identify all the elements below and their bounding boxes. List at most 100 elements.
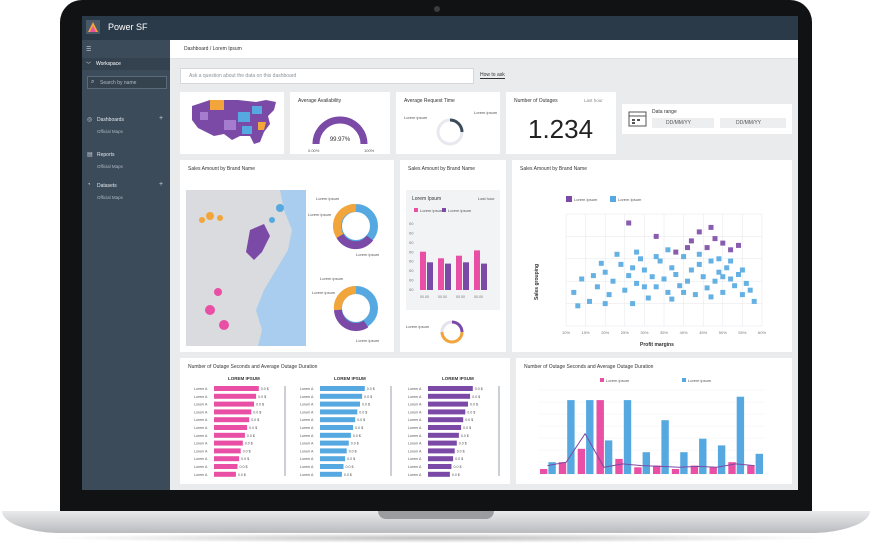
svg-text:Lorem ipsum: Lorem ipsum <box>448 208 472 213</box>
svg-text:Lorem ipsum: Lorem ipsum <box>688 378 712 383</box>
hbar <box>214 471 236 477</box>
y-tick: 00 <box>409 221 414 226</box>
hbar <box>428 471 450 477</box>
request-time-tile[interactable]: Average Request Time Lorem ipsum Lorem i… <box>396 92 500 154</box>
scatter-point <box>641 267 647 273</box>
row-label: Lorem A <box>408 442 422 446</box>
hbar <box>428 425 462 430</box>
svg-text:Profit margins: Profit margins <box>640 342 674 348</box>
us-map-tile[interactable] <box>180 92 284 154</box>
sidebar-subitem[interactable]: Official Maps <box>97 129 123 134</box>
combo-bar <box>577 448 586 474</box>
scatter-point <box>622 287 628 293</box>
qa-input[interactable]: Ask a question about the data on this da… <box>180 68 474 84</box>
date-from-field[interactable]: DD/MM/YY <box>652 118 714 128</box>
scatter-point <box>712 278 718 284</box>
app-logo-icon <box>86 20 100 34</box>
value-label: 0.0 $ <box>457 449 465 453</box>
row-label: Lorem A <box>194 426 208 430</box>
x-tick: 55% <box>738 330 746 335</box>
date-range-label: Data range <box>652 109 677 115</box>
value-label: 0.0 $ <box>452 473 460 477</box>
combo-bar <box>690 465 699 474</box>
calendar-icon <box>628 111 647 127</box>
scatter-point <box>598 260 604 266</box>
date-to-field[interactable]: DD/MM/YY <box>720 118 786 128</box>
hbar <box>320 425 354 430</box>
x-tick: 50% <box>719 330 727 335</box>
row-label: Lorem A <box>300 473 314 477</box>
scrollbar <box>498 386 500 476</box>
value-label: 0.0 $ <box>256 403 264 407</box>
combo-bar <box>728 462 736 474</box>
sales-bars-card[interactable]: Sales Amount by Brand Name Lorem Ipsum L… <box>400 160 506 352</box>
scatter-point <box>618 261 624 267</box>
row-label: Lorem A <box>408 465 422 469</box>
scatter-point <box>571 289 577 295</box>
combo-bar <box>596 400 604 474</box>
row-label: Lorem A <box>300 457 314 461</box>
svg-text:Lorem ipsum: Lorem ipsum <box>312 290 336 295</box>
scatter-point <box>720 289 726 295</box>
combo-bar <box>642 452 650 474</box>
gauge-value: 99.97% <box>330 137 351 143</box>
row-label: Lorem A <box>408 449 422 453</box>
value-label: 0.0 $ <box>470 403 478 407</box>
availability-tile[interactable]: Average Availability 99.97% 0.00% 100% <box>290 92 390 154</box>
scatter-point <box>602 301 608 307</box>
x-tick: 20% <box>601 330 609 335</box>
add-icon[interactable]: + <box>159 181 164 188</box>
outage-lists-card[interactable]: Number of Outage Seconds and Average Out… <box>180 358 510 484</box>
last-hour-link[interactable]: Last hour <box>584 98 603 103</box>
sidebar-item-label: Reports <box>97 152 115 158</box>
scatter-point <box>751 298 757 304</box>
date-range-tile[interactable]: Data range DD/MM/YY DD/MM/YY <box>622 104 792 134</box>
card-title: Sales Amount by Brand Name <box>188 166 255 172</box>
row-label: Lorem A <box>194 442 208 446</box>
combo-bar <box>755 453 763 474</box>
hbar <box>428 409 466 415</box>
value-label: 0.0 $ <box>455 457 463 461</box>
row-label: Lorem A <box>194 418 208 422</box>
scatter-point <box>739 292 745 298</box>
combo-card[interactable]: Number of Outage Seconds and Average Out… <box>516 358 792 484</box>
combo-bar <box>680 452 688 474</box>
row-label: Lorem A <box>300 395 314 399</box>
value-label: 0.0 $ <box>454 465 462 469</box>
sidebar-workspace[interactable]: ﹀ Workspace <box>82 58 170 70</box>
sidebar-subitem[interactable]: Official Maps <box>97 195 123 200</box>
add-icon[interactable]: + <box>159 115 164 122</box>
workspace-label: Workspace <box>96 61 121 67</box>
value-label: 0.0 $ <box>240 465 248 469</box>
outages-tile[interactable]: Number of Outages Last hour 1.234 <box>506 92 616 154</box>
how-to-ask-link[interactable]: How to ask <box>480 72 505 79</box>
donut-top: Lorem ipsum Lorem ipsum Lorem ipsum <box>308 196 380 257</box>
scatter-point <box>673 249 679 255</box>
sales-map-card[interactable]: Sales Amount by Brand Name Lorem ipsum L… <box>180 160 394 352</box>
value-label: 0.0 $ <box>472 395 480 399</box>
dashboard-icon: ◎ <box>87 117 93 123</box>
scatter-point <box>630 301 636 307</box>
combo-bar <box>661 420 669 474</box>
scatter-point <box>602 269 608 275</box>
scatter-chart: Lorem Ipsum Lorem Ipsum 10% 15% 20% 25% 30% 3… <box>534 196 766 348</box>
value-label: 0.0 $ <box>344 473 352 477</box>
value-label: 0.0 $ <box>247 434 255 438</box>
breadcrumb[interactable]: Dashboard / Lorem Ipsum <box>184 46 242 52</box>
scatter-point <box>743 280 749 286</box>
sidebar-subitem[interactable]: Official Maps <box>97 164 123 169</box>
hamburger-menu-icon[interactable]: ☰ <box>86 47 92 53</box>
x-tick: 40% <box>680 330 688 335</box>
search-input[interactable]: Search by name <box>100 80 137 86</box>
sidebar-search[interactable]: ⌕ Search by name <box>87 76 167 89</box>
x-tick: 00.00 <box>456 295 465 299</box>
scrollbar <box>284 386 286 476</box>
scatter-card[interactable]: Sales Amount by Brand Name Lorem Ipsum L… <box>512 160 792 352</box>
svg-text:Lorem Ipsum: Lorem Ipsum <box>412 196 441 202</box>
app-title: Power SF <box>108 22 148 32</box>
outage-hbar-charts: LOREM IPSUM Lorem A 0.0 $ Lorem A 0.0 $ Lorem… <box>194 376 500 477</box>
scatter-point <box>685 278 690 284</box>
scatter-point <box>704 245 710 251</box>
us-map <box>192 100 276 144</box>
hbar <box>320 393 363 399</box>
